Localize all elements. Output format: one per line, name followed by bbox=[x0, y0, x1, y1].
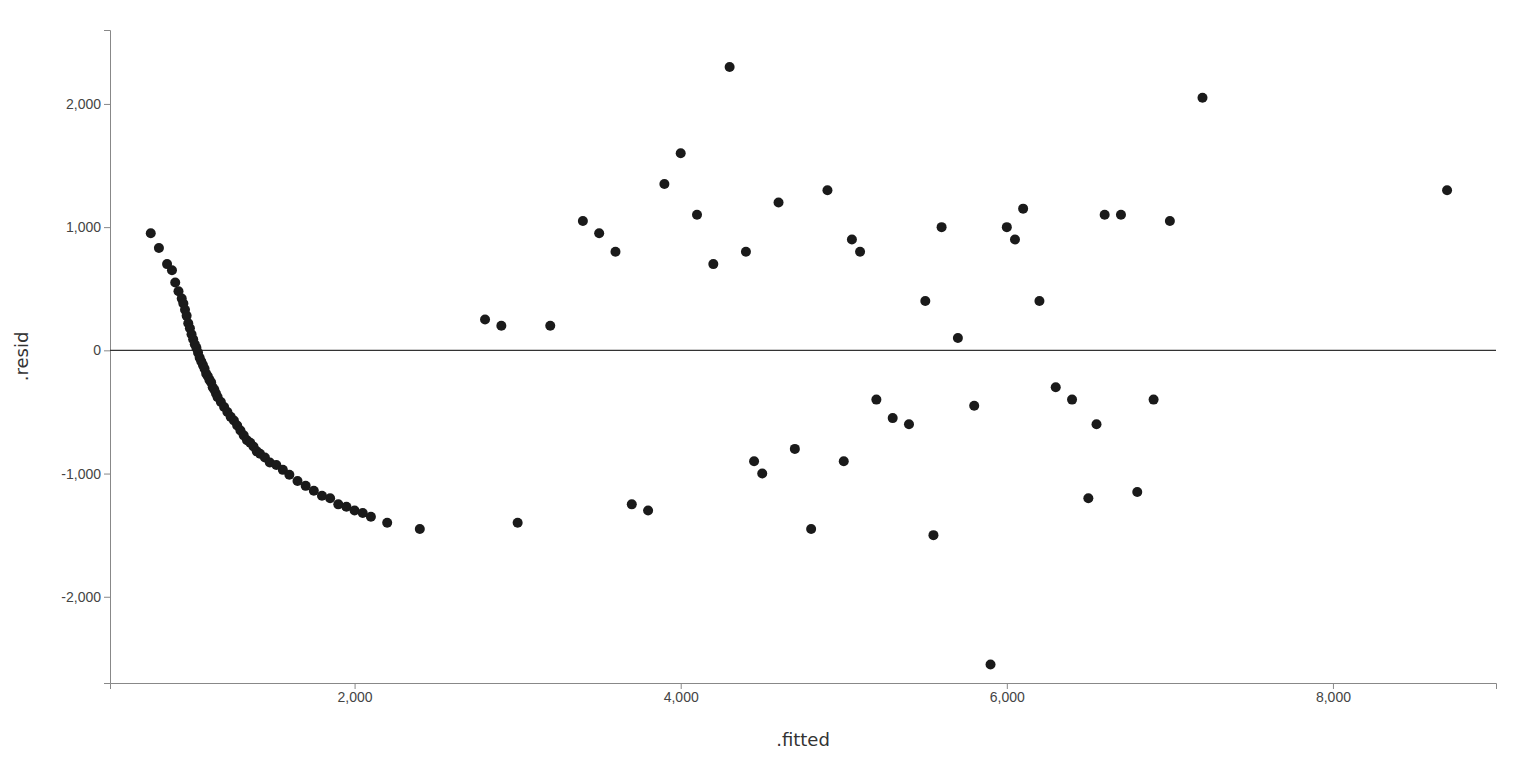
point bbox=[545, 321, 555, 331]
point bbox=[822, 185, 832, 195]
point bbox=[1051, 382, 1061, 392]
point bbox=[1083, 493, 1093, 503]
point bbox=[594, 228, 604, 238]
point bbox=[284, 470, 294, 480]
tick-label: 1,000 bbox=[66, 219, 101, 235]
point bbox=[366, 512, 376, 522]
point bbox=[855, 247, 865, 257]
tick-mark bbox=[104, 104, 110, 105]
point bbox=[1116, 210, 1126, 220]
point bbox=[1100, 210, 1110, 220]
point bbox=[1149, 395, 1159, 405]
point bbox=[871, 395, 881, 405]
x-axis-line bbox=[111, 684, 1497, 690]
point bbox=[953, 333, 963, 343]
point bbox=[986, 660, 996, 670]
marks bbox=[110, 62, 1496, 670]
point bbox=[1092, 419, 1102, 429]
tick-mark bbox=[104, 474, 110, 475]
point bbox=[839, 456, 849, 466]
point bbox=[725, 62, 735, 72]
point bbox=[847, 234, 857, 244]
point bbox=[167, 265, 177, 275]
point bbox=[676, 148, 686, 158]
point bbox=[757, 469, 767, 479]
tick-label: -2,000 bbox=[61, 589, 101, 605]
point bbox=[904, 419, 914, 429]
point bbox=[790, 444, 800, 454]
point bbox=[1442, 185, 1452, 195]
point bbox=[928, 530, 938, 540]
y-axis-title: .resid bbox=[11, 332, 32, 382]
point bbox=[496, 321, 506, 331]
point bbox=[749, 456, 759, 466]
point bbox=[741, 247, 751, 257]
point bbox=[692, 210, 702, 220]
point bbox=[480, 315, 490, 325]
x-axis-title: .fitted bbox=[776, 729, 830, 750]
point bbox=[920, 296, 930, 306]
tick: -1,000 bbox=[61, 466, 110, 482]
tick: 6,000 bbox=[990, 683, 1025, 705]
point bbox=[937, 222, 947, 232]
y-axis: -2,000 -1,000 0 1,000 2,000 bbox=[61, 31, 110, 684]
tick-label: 6,000 bbox=[990, 689, 1025, 705]
tick-mark bbox=[104, 597, 110, 598]
tick: 8,000 bbox=[1316, 683, 1351, 705]
tick-label: 8,000 bbox=[1316, 689, 1351, 705]
point bbox=[578, 216, 588, 226]
tick: 2,000 bbox=[66, 96, 110, 112]
point bbox=[610, 247, 620, 257]
point bbox=[1067, 395, 1077, 405]
point bbox=[513, 518, 523, 528]
point bbox=[969, 401, 979, 411]
point bbox=[1018, 204, 1028, 214]
point bbox=[708, 259, 718, 269]
point bbox=[1132, 487, 1142, 497]
point bbox=[170, 278, 180, 288]
tick-label: -1,000 bbox=[61, 466, 101, 482]
point bbox=[1165, 216, 1175, 226]
tick-label: 0 bbox=[93, 342, 101, 358]
tick-label: 2,000 bbox=[66, 96, 101, 112]
point bbox=[415, 524, 425, 534]
point bbox=[382, 518, 392, 528]
tick: 4,000 bbox=[664, 683, 699, 705]
x-axis: 2,000 4,000 6,000 8,000 bbox=[111, 683, 1497, 705]
tick-label: 2,000 bbox=[338, 689, 373, 705]
point bbox=[643, 506, 653, 516]
point bbox=[806, 524, 816, 534]
point bbox=[1010, 234, 1020, 244]
chart: 2,000 4,000 6,000 8,000 -2,000 -1,000 0 1,000 2,… bbox=[0, 0, 1536, 768]
point bbox=[154, 243, 164, 253]
tick: 1,000 bbox=[66, 219, 110, 235]
point bbox=[659, 179, 669, 189]
point bbox=[627, 499, 637, 509]
tick-mark bbox=[104, 227, 110, 228]
point bbox=[774, 197, 784, 207]
tick: 0 bbox=[93, 342, 110, 358]
point bbox=[888, 413, 898, 423]
tick: -2,000 bbox=[61, 589, 110, 605]
point bbox=[1197, 93, 1207, 103]
point bbox=[146, 228, 156, 238]
plot-area: 2,000 4,000 6,000 8,000 -2,000 -1,000 0 1,000 2,… bbox=[61, 31, 1496, 705]
point bbox=[1034, 296, 1044, 306]
tick-mark bbox=[104, 350, 110, 351]
point bbox=[1002, 222, 1012, 232]
y-axis-line bbox=[104, 31, 111, 684]
point bbox=[325, 493, 335, 503]
tick-label: 4,000 bbox=[664, 689, 699, 705]
reference-line bbox=[110, 350, 1496, 351]
tick: 2,000 bbox=[338, 683, 373, 705]
